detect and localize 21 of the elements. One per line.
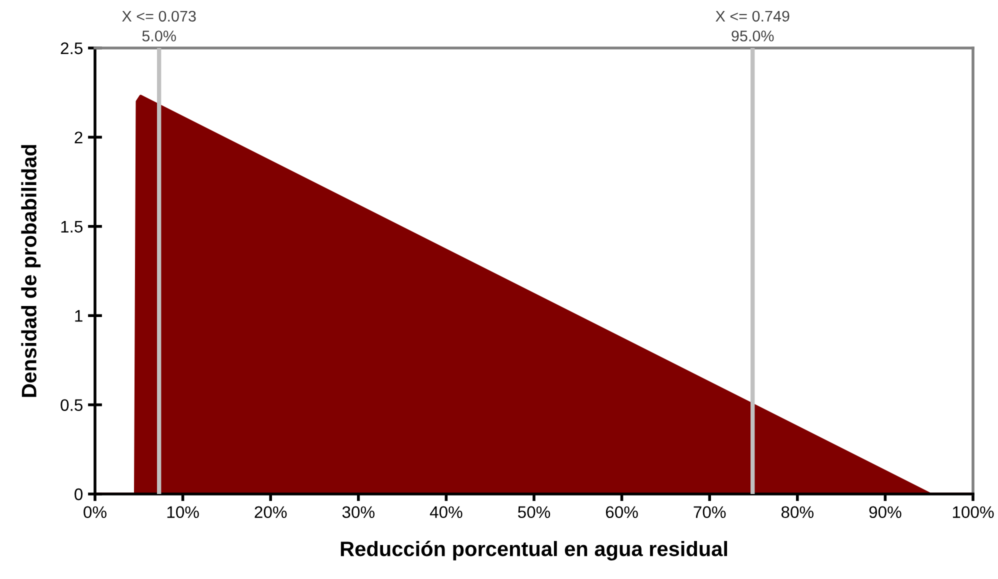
ref-line-label: X <= 0.073 5.0% <box>122 10 196 42</box>
ref-line-label: X <= 0.749 95.0% <box>716 10 790 42</box>
x-tick-label: 90% <box>869 506 902 518</box>
x-tick-label: 80% <box>781 506 814 518</box>
x-tick-label: 0% <box>84 506 106 518</box>
x-tick-label: 70% <box>694 506 726 518</box>
y-tick-label: 0.5 <box>60 399 82 412</box>
y-tick-label: 2.5 <box>60 42 82 54</box>
y-tick-label: 1 <box>75 310 82 322</box>
y-tick-label: 0 <box>74 488 83 500</box>
x-tick-label: 10% <box>167 506 199 518</box>
x-tick-label: 60% <box>606 506 638 518</box>
x-tick-label: 50% <box>518 506 550 518</box>
x-tick-label: 20% <box>254 506 287 518</box>
x-tick-label: 100% <box>952 506 994 518</box>
x-axis-title: Reducción porcentual en agua residual <box>340 540 728 560</box>
y-axis-title: Densidad de probabilidad <box>21 145 41 397</box>
x-tick-label: 30% <box>342 506 374 518</box>
x-tick-label: 40% <box>430 506 462 518</box>
y-tick-label: 1.5 <box>61 220 82 233</box>
y-tick-label: 2 <box>74 132 82 144</box>
